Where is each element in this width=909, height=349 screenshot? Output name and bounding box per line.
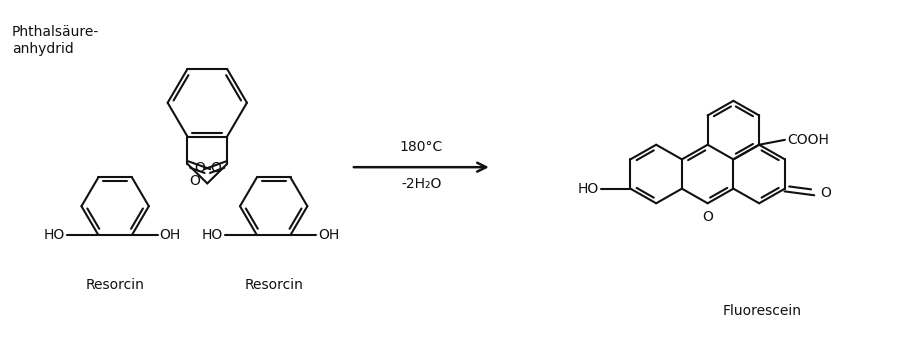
Text: O: O	[189, 174, 200, 188]
Text: O: O	[194, 161, 205, 175]
Text: Phthalsäure-
anhydrid: Phthalsäure- anhydrid	[12, 25, 99, 56]
Text: OH: OH	[160, 228, 181, 242]
Text: Resorcin: Resorcin	[245, 279, 303, 292]
Text: O: O	[821, 186, 832, 200]
Text: Fluorescein: Fluorescein	[723, 304, 802, 318]
Text: HO: HO	[202, 228, 223, 242]
Text: HO: HO	[577, 181, 599, 196]
Text: HO: HO	[44, 228, 65, 242]
Text: COOH: COOH	[787, 133, 829, 147]
Text: O: O	[210, 161, 221, 175]
Text: Resorcin: Resorcin	[85, 279, 145, 292]
Text: O: O	[703, 210, 713, 224]
Text: 180°C: 180°C	[400, 141, 443, 155]
Text: OH: OH	[318, 228, 339, 242]
Text: -2H₂O: -2H₂O	[401, 177, 442, 191]
